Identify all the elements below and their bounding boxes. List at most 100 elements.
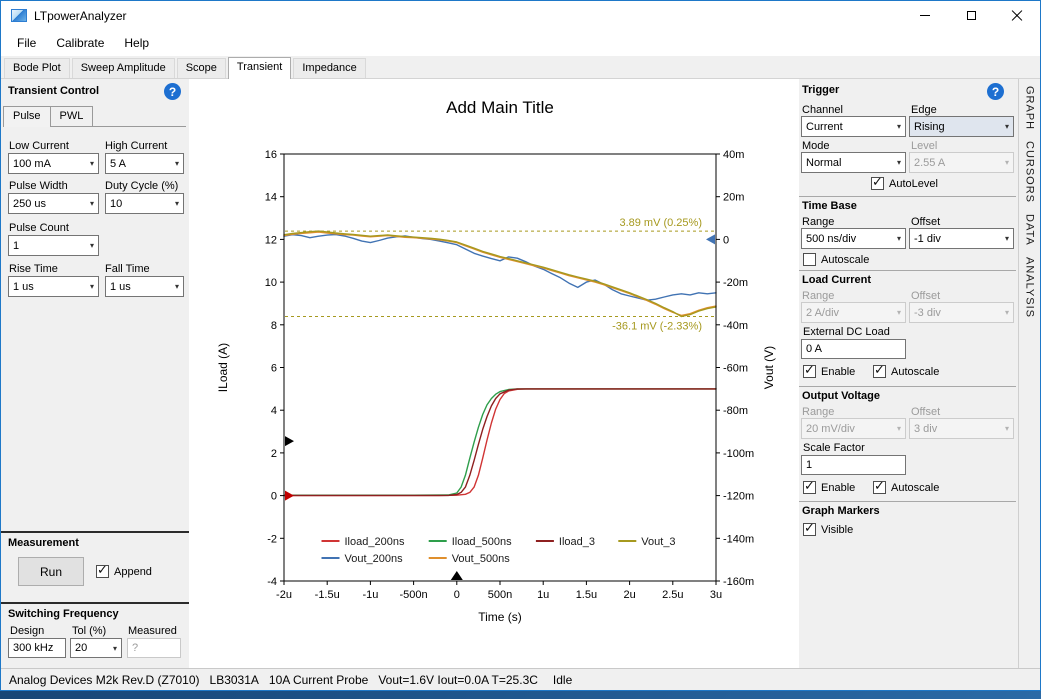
tab-pwl[interactable]: PWL	[51, 106, 94, 127]
timebase-divider	[799, 196, 1016, 197]
timebase-range-select[interactable]: 500 ns/div	[801, 228, 906, 249]
scale-factor-input[interactable]: 1	[801, 455, 906, 475]
x-axis-title: Time (s)	[478, 610, 522, 624]
maximize-icon	[967, 11, 976, 20]
load-enable-box[interactable]	[803, 365, 816, 378]
rise-time-select[interactable]: 1 us	[8, 276, 99, 297]
minimize-button[interactable]	[902, 1, 948, 30]
timebase-autoscale-label: Autoscale	[821, 254, 869, 266]
output-enable-box[interactable]	[803, 481, 816, 494]
timebase-autoscale-box[interactable]	[803, 253, 816, 266]
pulse-count-select[interactable]: 1	[8, 235, 99, 256]
low-current-select[interactable]: 100 mA	[8, 153, 99, 174]
series-Iload_500ns	[284, 389, 716, 495]
pulse-pwl-tabs: Pulse PWL	[3, 106, 186, 127]
trigger-level-marker[interactable]	[285, 436, 294, 446]
close-icon	[1011, 10, 1023, 22]
tab-impedance[interactable]: Impedance	[293, 58, 365, 78]
annotation-label: 3.89 mV (0.25%)	[619, 217, 702, 229]
tab-pulse[interactable]: Pulse	[3, 106, 51, 127]
svg-text:-20m: -20m	[723, 277, 748, 289]
minimize-icon	[920, 15, 930, 16]
trigger-channel-select[interactable]: Current	[801, 116, 906, 137]
graph-area: Add Main Title-4-20246810121416-160m-140…	[189, 79, 799, 668]
iload-zero-marker[interactable]	[285, 491, 294, 501]
svg-text:-160m: -160m	[723, 576, 754, 588]
markers-visible-checkbox[interactable]: Visible	[803, 523, 853, 536]
app-window: LTpowerAnalyzer File Calibrate Help Bode…	[0, 0, 1041, 691]
svg-text:3u: 3u	[710, 589, 722, 601]
series-Iload_3	[284, 389, 716, 496]
transient-graph[interactable]: Add Main Title-4-20246810121416-160m-140…	[189, 79, 799, 668]
output-autoscale-checkbox[interactable]: Autoscale	[873, 481, 939, 494]
trigger-help-icon[interactable]: ?	[987, 83, 1004, 100]
question-glyph: ?	[992, 85, 999, 99]
svg-text:-1u: -1u	[362, 589, 378, 601]
high-current-select[interactable]: 5 A	[105, 153, 184, 174]
svg-text:0: 0	[454, 589, 460, 601]
pulse-width-select[interactable]: 250 us	[8, 193, 99, 214]
pulse-count-label: Pulse Count	[9, 222, 69, 234]
svg-text:-120m: -120m	[723, 491, 754, 503]
svg-text:2u: 2u	[623, 589, 635, 601]
timebase-autoscale-checkbox[interactable]: Autoscale	[803, 253, 869, 266]
mode-label: Mode	[802, 140, 830, 152]
run-button[interactable]: Run	[18, 557, 84, 586]
close-button[interactable]	[994, 1, 1040, 30]
side-tab-data[interactable]: DATA	[1024, 214, 1036, 246]
svg-text:-40m: -40m	[723, 320, 748, 332]
load-autoscale-box[interactable]	[873, 365, 886, 378]
svg-text:-80m: -80m	[723, 405, 748, 417]
append-checkbox[interactable]: Append	[96, 565, 152, 578]
svg-text:2.5u: 2.5u	[662, 589, 683, 601]
tab-transient[interactable]: Transient	[228, 57, 291, 79]
trigger-mode-select[interactable]: Normal	[801, 152, 906, 173]
output-voltage-title: Output Voltage	[802, 390, 880, 402]
append-checkbox-box[interactable]	[96, 565, 109, 578]
autolevel-checkbox[interactable]: AutoLevel	[871, 177, 938, 190]
tolerance-select[interactable]: 20	[70, 638, 122, 658]
svg-text:-1.5u: -1.5u	[315, 589, 340, 601]
output-enable-label: Enable	[821, 482, 855, 494]
output-enable-checkbox[interactable]: Enable	[803, 481, 855, 494]
side-tab-graph[interactable]: GRAPH	[1024, 86, 1036, 130]
side-tab-cursors[interactable]: CURSORS	[1024, 141, 1036, 203]
legend-label-Vout_3: Vout_3	[641, 536, 675, 548]
load-enable-checkbox[interactable]: Enable	[803, 365, 855, 378]
legend-label-Vout_200ns: Vout_200ns	[345, 553, 404, 565]
design-frequency-input[interactable]: 300 kHz	[8, 638, 66, 658]
load-autoscale-checkbox[interactable]: Autoscale	[873, 365, 939, 378]
status-state: Idle	[553, 673, 572, 687]
svg-text:-2u: -2u	[276, 589, 292, 601]
fall-time-select[interactable]: 1 us	[105, 276, 184, 297]
switching-frequency-title: Switching Frequency	[8, 608, 119, 620]
autolevel-checkbox-box[interactable]	[871, 177, 884, 190]
svg-text:-2: -2	[267, 533, 277, 545]
menu-calibrate[interactable]: Calibrate	[46, 30, 114, 56]
channel-label: Channel	[802, 104, 843, 116]
trigger-time-marker[interactable]	[451, 571, 463, 580]
timebase-title: Time Base	[802, 200, 857, 212]
titlebar[interactable]: LTpowerAnalyzer	[1, 1, 1040, 30]
menu-help[interactable]: Help	[114, 30, 159, 56]
tab-bode-plot[interactable]: Bode Plot	[4, 58, 70, 78]
help-icon[interactable]: ?	[164, 83, 181, 100]
side-tab-analysis[interactable]: ANALYSIS	[1024, 257, 1036, 318]
external-dc-load-input[interactable]: 0 A	[801, 339, 906, 359]
right-axis-title: Vout (V)	[762, 346, 776, 389]
chart-title[interactable]: Add Main Title	[446, 98, 554, 117]
design-label: Design	[10, 625, 44, 637]
maximize-button[interactable]	[948, 1, 994, 30]
output-autoscale-box[interactable]	[873, 481, 886, 494]
markers-visible-box[interactable]	[803, 523, 816, 536]
autolevel-checkbox-label: AutoLevel	[889, 178, 938, 190]
trigger-edge-select[interactable]: Rising	[909, 116, 1014, 137]
tab-scope[interactable]: Scope	[177, 58, 226, 78]
tab-sweep-amplitude[interactable]: Sweep Amplitude	[72, 58, 175, 78]
timebase-offset-select[interactable]: -1 div	[909, 228, 1014, 249]
series-Iload_200ns	[284, 389, 716, 496]
menu-file[interactable]: File	[7, 30, 46, 56]
duty-cycle-select[interactable]: 10	[105, 193, 184, 214]
vout-zero-marker[interactable]	[706, 234, 715, 244]
graph-markers-title: Graph Markers	[802, 505, 880, 517]
